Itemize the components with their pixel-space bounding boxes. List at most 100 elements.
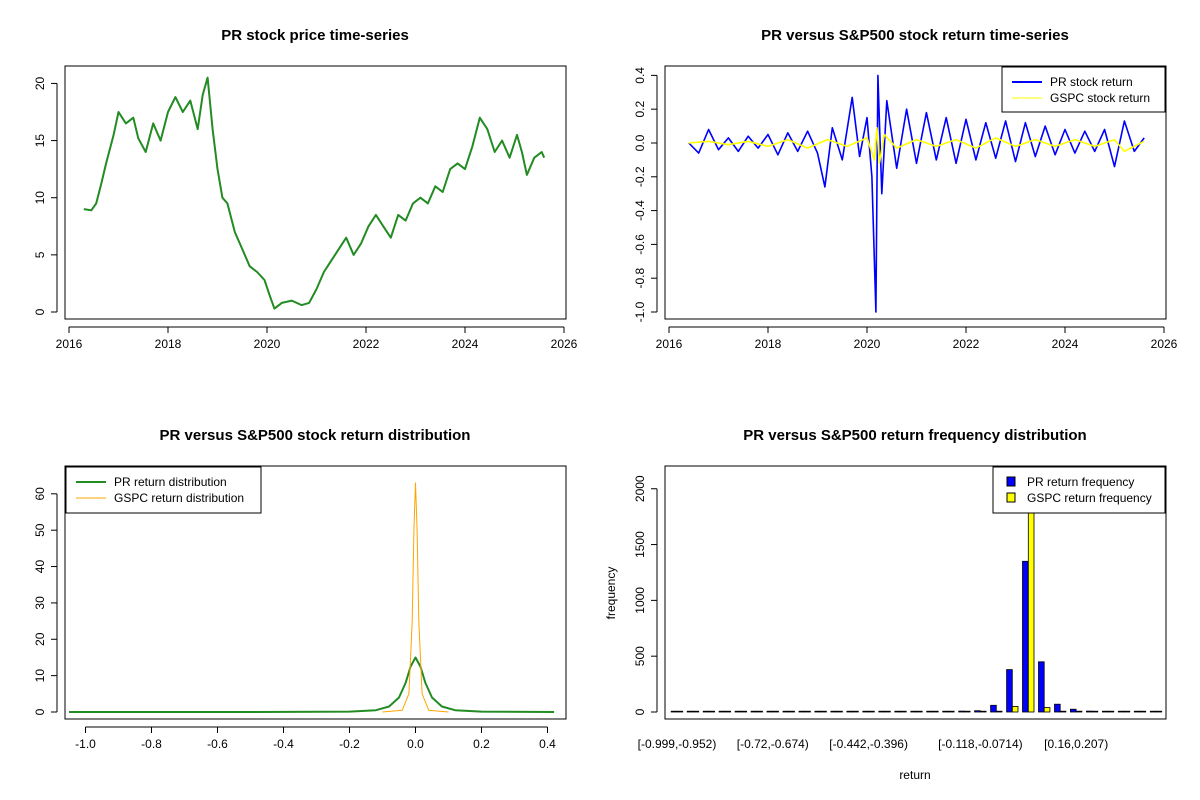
density-y-tick-label: 60 [33,487,47,501]
density-x-tick-label: -0.6 [207,737,228,751]
histogram-bar-pr [718,710,726,713]
histogram-bar-gspc [932,710,939,713]
density-legend: PR return distribution GSPC return distr… [65,466,262,514]
density-legend-box [65,466,262,514]
price-series-line-1 [83,76,546,310]
histogram-bar-gspc [980,710,987,713]
returns-panel: PR versus S&P500 stock return time-serie… [633,27,1178,351]
histogram-bar-pr [894,710,901,713]
histogram-legend-swatch-gspc [1006,492,1016,503]
histogram-bar-gspc [740,710,748,713]
histogram-bar-gspc [916,710,923,713]
density-x-tick-label: 0.0 [407,737,424,751]
price-plot-frame [64,65,567,320]
histogram-bar-pr [926,710,933,713]
density-chart-title: PR versus S&P500 stock return distributi… [160,427,471,444]
histogram-bar-gspc [836,710,843,713]
density-x-tick-label: -0.8 [141,737,162,751]
returns-series [688,74,1145,313]
density-x-tick-label: -0.4 [273,737,294,751]
returns-y-tick-label: 0.0 [633,134,647,151]
price-panel: PR stock price time-series 2016 2018 2020 2… [33,27,578,351]
density-x-tick-label: 0.4 [539,737,556,751]
histogram-bar-gspc [1155,710,1163,713]
histogram-bar-pr [1038,661,1045,713]
histogram-xlabel: return [899,768,930,782]
histogram-bar-gspc [948,710,955,713]
histogram-x-tick-label: [0.16,0.207) [1044,737,1108,751]
histogram-bar-gspc [708,710,716,713]
histogram-bar-pr [1006,669,1013,713]
histogram-panel: PR versus S&P500 return frequency distri… [604,427,1167,782]
histogram-bar-pr [766,710,774,713]
histogram-bar-pr [1022,560,1029,713]
histogram-y-tick-label: 2000 [633,475,647,502]
histogram-legend-label-pr: PR return frequency [1027,475,1134,489]
price-x-tick-label: 2026 [551,337,578,351]
histogram-bar-pr [798,710,806,713]
price-y-tick-label: 10 [33,191,47,205]
histogram-x-tick-label: [-0.442,-0.396) [829,737,908,751]
price-y-tick-label: 5 [33,251,47,258]
histogram-bar-gspc [868,710,875,713]
returns-y-tick-label: 0.4 [633,67,647,84]
histogram-bar-pr [910,710,917,713]
histogram-legend-swatch-pr [1006,476,1016,487]
histogram-bar-gspc [756,710,763,713]
returns-y-tick-label: -1.0 [633,301,647,322]
histogram-bar-pr [750,710,758,713]
histogram-legend-label-gspc: GSPC return frequency [1027,491,1152,505]
histogram-bar-pr [1102,710,1109,713]
histogram-x-tick-label: [-0.118,-0.0714) [938,737,1023,751]
density-y-tick-label: 0 [33,708,47,715]
density-plot-frame [64,465,567,720]
histogram-bar-pr [974,710,981,713]
histogram-bar-pr [830,710,838,713]
histogram-bar-gspc [1139,710,1147,713]
histogram-bar-pr [942,710,949,713]
returns-plot-frame [664,65,1167,320]
histogram-legend-box [992,466,1166,514]
histogram-y-tick-label: 1000 [633,587,647,614]
histogram-bar-gspc [900,710,907,713]
density-y-tick-label: 50 [33,523,47,537]
histogram-chart-title: PR versus S&P500 return frequency distri… [743,427,1086,444]
histogram-bar-gspc [1123,710,1131,713]
returns-axes: 2016 2018 2020 2022 2024 2026 -1.0 -0.8 -0.6 -0.4… [633,67,1178,351]
price-axes: 2016 2018 2020 2022 2024 2026 0 5 10 15 20 [33,76,578,351]
price-x-tick-label: 2024 [452,337,479,351]
histogram-bar-gspc [852,710,859,713]
density-panel: PR versus S&P500 stock return distributi… [33,427,567,751]
price-y-tick-label: 15 [33,134,47,148]
histogram-bar-gspc [772,710,779,713]
price-x-tick-label: 2022 [353,337,380,351]
histogram-bar-pr [1086,710,1093,713]
histogram-plot-frame [664,465,1167,720]
density-y-tick-label: 20 [33,632,47,646]
returns-series-line-2 [688,127,1145,165]
histogram-bar-gspc [820,710,827,713]
returns-x-tick-label: 2020 [854,337,881,351]
histogram-bar-gspc [1011,706,1019,713]
histogram-bar-pr [846,710,854,713]
histogram-bar-gspc [1107,710,1115,713]
density-series-line-2 [382,482,449,713]
histogram-bar-gspc [1059,710,1067,713]
histogram-bar-gspc [692,710,700,713]
histogram-bar-pr [1149,710,1157,713]
price-x-tick-label: 2018 [155,337,182,351]
histogram-bar-pr [1070,708,1077,713]
price-chart-title: PR stock price time-series [221,27,409,44]
price-series [83,76,546,310]
price-x-tick-label: 2020 [254,337,281,351]
histogram-x-tick-label: [-0.999,-0.952) [638,737,717,751]
histogram-bar-pr [1117,710,1125,713]
histogram-bar-pr [702,710,710,713]
histogram-bar-gspc [884,710,891,713]
density-legend-label-gspc: GSPC return distribution [114,491,244,505]
returns-y-tick-label: -0.2 [633,166,647,187]
returns-legend-label-pr: PR stock return [1050,75,1133,89]
density-series-line-1 [69,656,555,713]
density-axes: -1.0 -0.8 -0.6 -0.4 -0.2 0.0 0.2 0.4 0 10 20 30 40 50… [33,487,556,751]
